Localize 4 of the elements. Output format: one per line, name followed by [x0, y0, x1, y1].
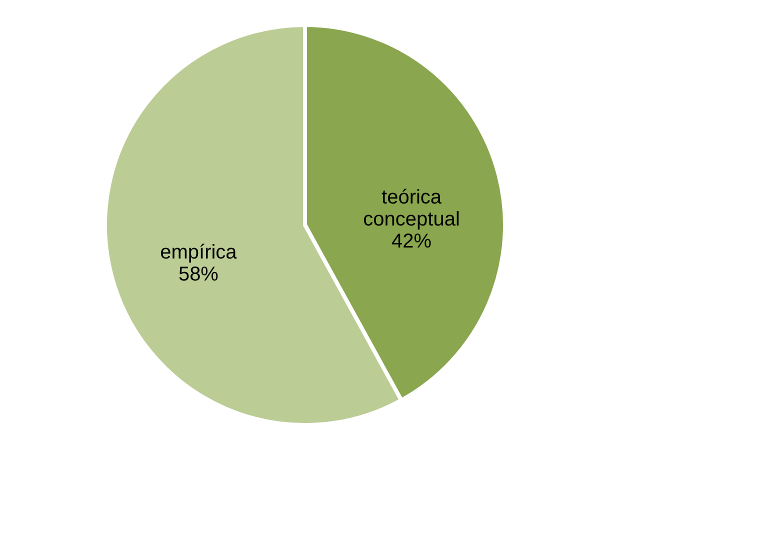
slice-label: empírica [160, 241, 238, 264]
data-label: 58% [178, 263, 219, 286]
data-label: 42% [392, 230, 432, 253]
slice-label: teórica conceptual [363, 186, 460, 231]
